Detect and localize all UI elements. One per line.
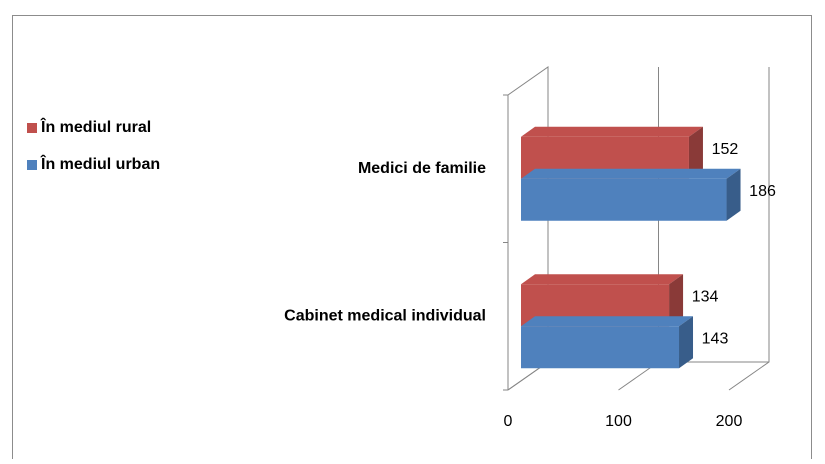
legend-swatch: [27, 123, 37, 133]
category-label: Medici de familie: [358, 160, 486, 177]
bar-face: [521, 326, 680, 369]
bar-face: [521, 178, 727, 221]
legend-label: În mediul rural: [40, 117, 151, 136]
grid-line: [728, 67, 770, 391]
bar: [521, 316, 694, 369]
data-label: 134: [692, 288, 719, 305]
bar-face: [521, 136, 689, 179]
bar-face: [521, 274, 684, 285]
x-tick-label: 0: [504, 413, 513, 430]
bar: [521, 126, 703, 179]
bar-face: [521, 168, 741, 179]
bar: [521, 274, 684, 327]
bar-face: [521, 126, 703, 137]
legend-swatch: [27, 160, 37, 170]
x-tick-label: 100: [605, 413, 632, 430]
data-label: 186: [749, 183, 776, 200]
category-label: Cabinet medical individual: [284, 307, 486, 324]
bar-face: [726, 168, 741, 221]
x-tick-label: 200: [716, 413, 743, 430]
bar-face: [688, 126, 703, 179]
data-label: 152: [712, 141, 739, 158]
chart-border: [12, 15, 812, 464]
data-label: 143: [702, 330, 729, 347]
bar-face: [521, 316, 694, 327]
bar-face: [521, 284, 670, 327]
legend-label: În mediul urban: [40, 154, 160, 173]
bar-face: [669, 274, 684, 327]
bar-face: [679, 316, 694, 369]
bar: [521, 168, 741, 221]
